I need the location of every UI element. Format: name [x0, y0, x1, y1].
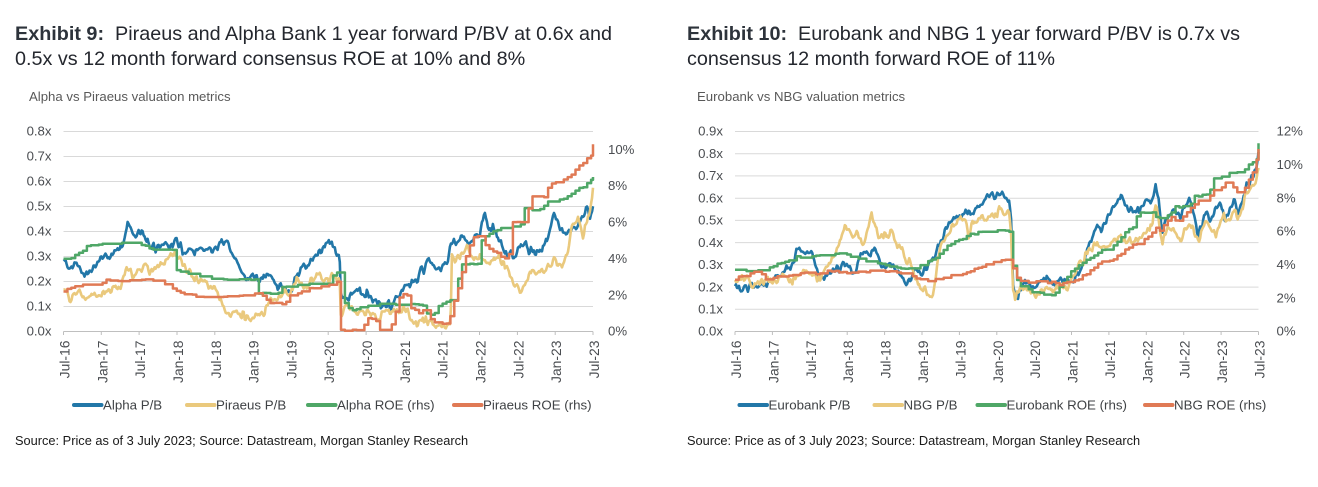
svg-text:0.4x: 0.4x [698, 235, 723, 250]
svg-text:0.0x: 0.0x [27, 324, 52, 339]
svg-text:6%: 6% [608, 215, 627, 230]
svg-text:10%: 10% [1277, 157, 1304, 172]
svg-text:Jul-20: Jul-20 [359, 340, 375, 378]
svg-text:Piraeus ROE (rhs): Piraeus ROE (rhs) [483, 398, 592, 413]
svg-text:Jan-20: Jan-20 [990, 340, 1006, 383]
svg-text:Jan-17: Jan-17 [94, 340, 110, 383]
svg-text:Jul-21: Jul-21 [435, 340, 451, 378]
svg-text:Jan-18: Jan-18 [840, 340, 856, 383]
svg-text:Jan-20: Jan-20 [321, 340, 337, 383]
svg-text:Jul-22: Jul-22 [510, 340, 526, 378]
svg-text:4%: 4% [1277, 257, 1296, 272]
svg-text:0.6x: 0.6x [698, 190, 723, 205]
svg-text:0.1x: 0.1x [27, 299, 52, 314]
svg-text:Jan-23: Jan-23 [1214, 340, 1230, 383]
svg-text:Jan-18: Jan-18 [170, 340, 186, 383]
svg-text:NBG ROE (rhs): NBG ROE (rhs) [1174, 398, 1266, 413]
svg-text:NBG P/B: NBG P/B [904, 398, 958, 413]
svg-text:Jan-21: Jan-21 [397, 340, 413, 383]
svg-text:Jan-21: Jan-21 [1065, 340, 1081, 383]
svg-text:Jul-18: Jul-18 [208, 340, 224, 378]
svg-text:2%: 2% [1277, 290, 1296, 305]
svg-text:12%: 12% [1277, 124, 1304, 139]
svg-text:10%: 10% [608, 142, 635, 157]
svg-text:Jul-19: Jul-19 [283, 340, 299, 378]
svg-text:0%: 0% [608, 324, 627, 339]
svg-text:0.4x: 0.4x [27, 224, 52, 239]
svg-text:Jul-17: Jul-17 [803, 340, 819, 378]
svg-text:0.2x: 0.2x [698, 279, 723, 294]
svg-text:Jul-20: Jul-20 [1027, 340, 1043, 378]
svg-text:0.7x: 0.7x [698, 168, 723, 183]
svg-text:Eurobank ROE (rhs): Eurobank ROE (rhs) [1007, 398, 1127, 413]
svg-text:6%: 6% [1277, 224, 1296, 239]
svg-text:0.8x: 0.8x [698, 146, 723, 161]
svg-text:Jul-17: Jul-17 [132, 340, 148, 378]
svg-text:4%: 4% [608, 251, 627, 266]
svg-text:0.2x: 0.2x [27, 274, 52, 289]
svg-text:Jan-22: Jan-22 [473, 340, 489, 383]
svg-text:Jul-16: Jul-16 [728, 340, 744, 378]
svg-text:8%: 8% [608, 178, 627, 193]
svg-text:0.3x: 0.3x [698, 257, 723, 272]
svg-text:0.3x: 0.3x [27, 249, 52, 264]
svg-text:Jul-18: Jul-18 [878, 340, 894, 378]
svg-text:0.1x: 0.1x [698, 302, 723, 317]
svg-text:0.6x: 0.6x [27, 174, 52, 189]
svg-text:Eurobank P/B: Eurobank P/B [769, 398, 851, 413]
svg-text:Jul-23: Jul-23 [1252, 340, 1268, 378]
svg-text:Jul-21: Jul-21 [1102, 340, 1118, 378]
svg-text:2%: 2% [608, 287, 627, 302]
svg-text:Jan-19: Jan-19 [915, 340, 931, 383]
svg-text:Jan-19: Jan-19 [246, 340, 262, 383]
svg-text:8%: 8% [1277, 190, 1296, 205]
svg-text:Jul-16: Jul-16 [57, 340, 73, 378]
svg-text:Alpha ROE (rhs): Alpha ROE (rhs) [337, 398, 435, 413]
svg-text:Jan-17: Jan-17 [765, 340, 781, 383]
svg-text:Jul-19: Jul-19 [952, 340, 968, 378]
svg-text:Jan-22: Jan-22 [1139, 340, 1155, 383]
svg-text:0%: 0% [1277, 324, 1296, 339]
svg-text:Piraeus P/B: Piraeus P/B [216, 398, 286, 413]
svg-text:Jan-23: Jan-23 [548, 340, 564, 383]
svg-text:Alpha P/B: Alpha P/B [103, 398, 162, 413]
svg-text:0.8x: 0.8x [27, 124, 52, 139]
svg-text:0.5x: 0.5x [698, 213, 723, 228]
svg-text:0.0x: 0.0x [698, 324, 723, 339]
svg-text:0.5x: 0.5x [27, 199, 52, 214]
svg-text:Jul-22: Jul-22 [1177, 340, 1193, 378]
svg-text:0.9x: 0.9x [698, 124, 723, 139]
svg-text:0.7x: 0.7x [27, 149, 52, 164]
svg-text:Jul-23: Jul-23 [586, 340, 602, 378]
